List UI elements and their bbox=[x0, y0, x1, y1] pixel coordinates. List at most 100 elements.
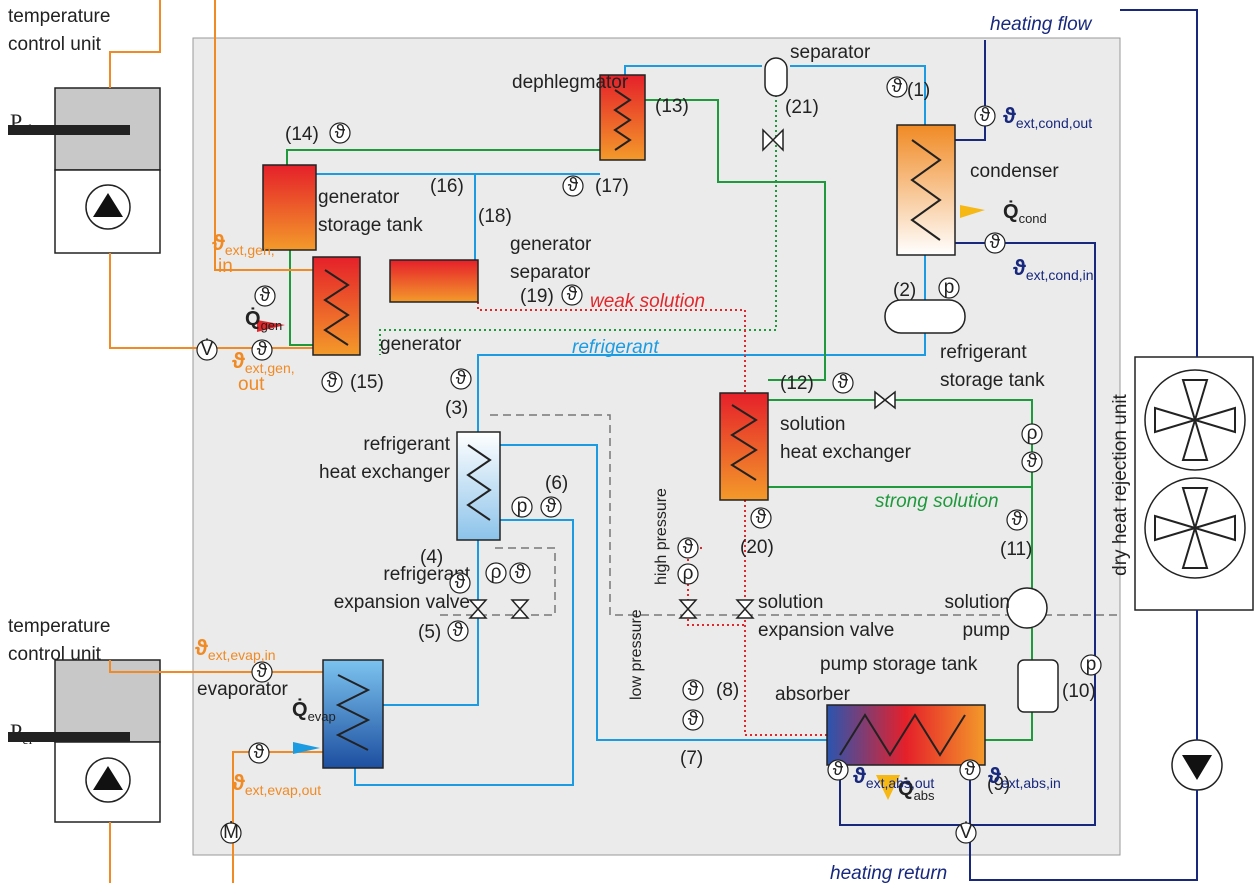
subscript: ext,cond,in bbox=[1026, 267, 1094, 283]
sensor-symbol: ϑ bbox=[1027, 451, 1038, 472]
component-label: heat exchanger bbox=[780, 442, 912, 463]
sensor-symbol: ϑ bbox=[453, 620, 464, 641]
power-label: Pel bbox=[10, 719, 32, 748]
component-label: generator bbox=[510, 234, 592, 255]
state-point: (1) bbox=[907, 80, 930, 101]
component-label: condenser bbox=[970, 161, 1059, 182]
sensor-symbol: ρ bbox=[683, 563, 694, 584]
symbol: Q̇ bbox=[245, 306, 261, 330]
state-point: (6) bbox=[545, 473, 568, 494]
component-label: dephlegmator bbox=[512, 72, 629, 93]
sensor-symbol: ϑ bbox=[456, 368, 467, 389]
symbol: ϑ bbox=[195, 635, 208, 660]
component-label: pump bbox=[962, 620, 1010, 641]
sensor-symbol: p bbox=[944, 277, 955, 298]
component-label: separator bbox=[790, 42, 871, 63]
symbol: ϑ bbox=[232, 348, 245, 373]
sensor-symbol: ϑ bbox=[546, 496, 557, 517]
subscript: el bbox=[22, 123, 32, 138]
symbol: ϑ bbox=[1003, 103, 1016, 128]
sensor-symbol: ϑ bbox=[515, 562, 526, 583]
symbol: ϑ bbox=[212, 230, 225, 255]
sensor-symbol: ϑ bbox=[980, 105, 991, 126]
state-point: (14) bbox=[285, 124, 319, 145]
symbol: Q̇ bbox=[1003, 199, 1019, 223]
sensor-symbol: ϑ bbox=[335, 122, 346, 143]
component-label: storage tank bbox=[318, 215, 423, 236]
state-point: (18) bbox=[478, 206, 512, 227]
state-point: (20) bbox=[740, 537, 774, 558]
component-label: solution bbox=[945, 592, 1011, 613]
sensor-symbol: ϑ bbox=[257, 339, 268, 360]
flow-label: refrigerant bbox=[572, 337, 659, 358]
state-point: (10) bbox=[1062, 681, 1096, 702]
component-label: expansion valve bbox=[758, 620, 894, 641]
unit-label: temperature bbox=[8, 6, 110, 27]
component-label: separator bbox=[510, 262, 591, 283]
sensor-symbol: ϑ bbox=[260, 285, 271, 306]
flow-label: weak solution bbox=[590, 291, 705, 312]
component-label: pump storage tank bbox=[820, 654, 978, 675]
state-point: (19) bbox=[520, 286, 554, 307]
sensor-symbol: p bbox=[517, 496, 528, 517]
sensor-symbol: ϑ bbox=[683, 537, 694, 558]
component-label: generator bbox=[380, 334, 462, 355]
sensor-symbol: ϑ bbox=[892, 76, 903, 97]
subscript: ext,evap,out bbox=[245, 782, 321, 798]
temperature-label: in bbox=[218, 256, 233, 277]
sensor-symbol: ϑ bbox=[833, 759, 844, 780]
subscript: gen bbox=[261, 318, 283, 333]
sensor-symbol: ϑ bbox=[838, 372, 849, 393]
symbol: ϑ bbox=[232, 770, 245, 795]
state-point: (8) bbox=[716, 680, 739, 701]
component-label: refrigerant bbox=[363, 434, 450, 455]
state-point: (4) bbox=[420, 547, 443, 568]
sensor-symbol: ϑ bbox=[327, 371, 338, 392]
sensor-symbol: V̇ bbox=[201, 339, 214, 360]
sensor-symbol: ϑ bbox=[567, 284, 578, 305]
state-point: (15) bbox=[350, 372, 384, 393]
subscript: ext,abs,in bbox=[1001, 775, 1061, 791]
sensor-symbol: ϑ bbox=[990, 232, 1001, 253]
state-point: (13) bbox=[655, 96, 689, 117]
component-label: generator bbox=[318, 187, 400, 208]
flow-label: strong solution bbox=[875, 491, 999, 512]
sensor-symbol: Ṁ bbox=[223, 822, 239, 843]
temperature-label: out bbox=[238, 374, 265, 395]
state-point: (12) bbox=[780, 373, 814, 394]
subscript: cond bbox=[1019, 211, 1047, 226]
state-point: (21) bbox=[785, 97, 819, 118]
unit-label: control unit bbox=[8, 644, 102, 665]
sensor-symbol: ϑ bbox=[965, 759, 976, 780]
state-point: (17) bbox=[595, 176, 629, 197]
component-label: heat exchanger bbox=[319, 462, 451, 483]
sensor-symbol: ϑ bbox=[257, 661, 268, 682]
component-label: storage tank bbox=[940, 370, 1045, 391]
component-label: solution bbox=[758, 592, 824, 613]
symbol: P bbox=[10, 109, 22, 134]
symbol: ϑ bbox=[853, 763, 866, 788]
flow-label: heating return bbox=[830, 863, 947, 883]
component-label: refrigerant bbox=[940, 342, 1027, 363]
flow-label: heating flow bbox=[990, 14, 1093, 35]
unit-label: temperature bbox=[8, 616, 110, 637]
component-label: dry heat rejection unit bbox=[1110, 393, 1131, 575]
sensor-symbol: ϑ bbox=[756, 507, 767, 528]
sensor-symbol: ρ bbox=[1027, 423, 1038, 444]
sensor-symbol: p bbox=[1086, 654, 1097, 675]
component-label: absorber bbox=[775, 684, 851, 705]
subscript: ext,cond,out bbox=[1016, 115, 1092, 131]
flow-label: high pressure bbox=[653, 488, 670, 585]
state-point: (5) bbox=[418, 622, 441, 643]
subscript: evap bbox=[308, 709, 336, 724]
state-point: (2) bbox=[893, 280, 916, 301]
sensor-symbol: ϑ bbox=[455, 572, 466, 593]
subscript: ext,abs,out bbox=[866, 775, 935, 791]
sensor-symbol: ϑ bbox=[254, 742, 265, 763]
symbol: ϑ bbox=[1013, 255, 1026, 280]
subscript: ext,evap,in bbox=[208, 647, 276, 663]
control-unit bbox=[8, 88, 160, 253]
state-point: (7) bbox=[680, 748, 703, 769]
state-point: (16) bbox=[430, 176, 464, 197]
state-point: (11) bbox=[1000, 539, 1032, 560]
